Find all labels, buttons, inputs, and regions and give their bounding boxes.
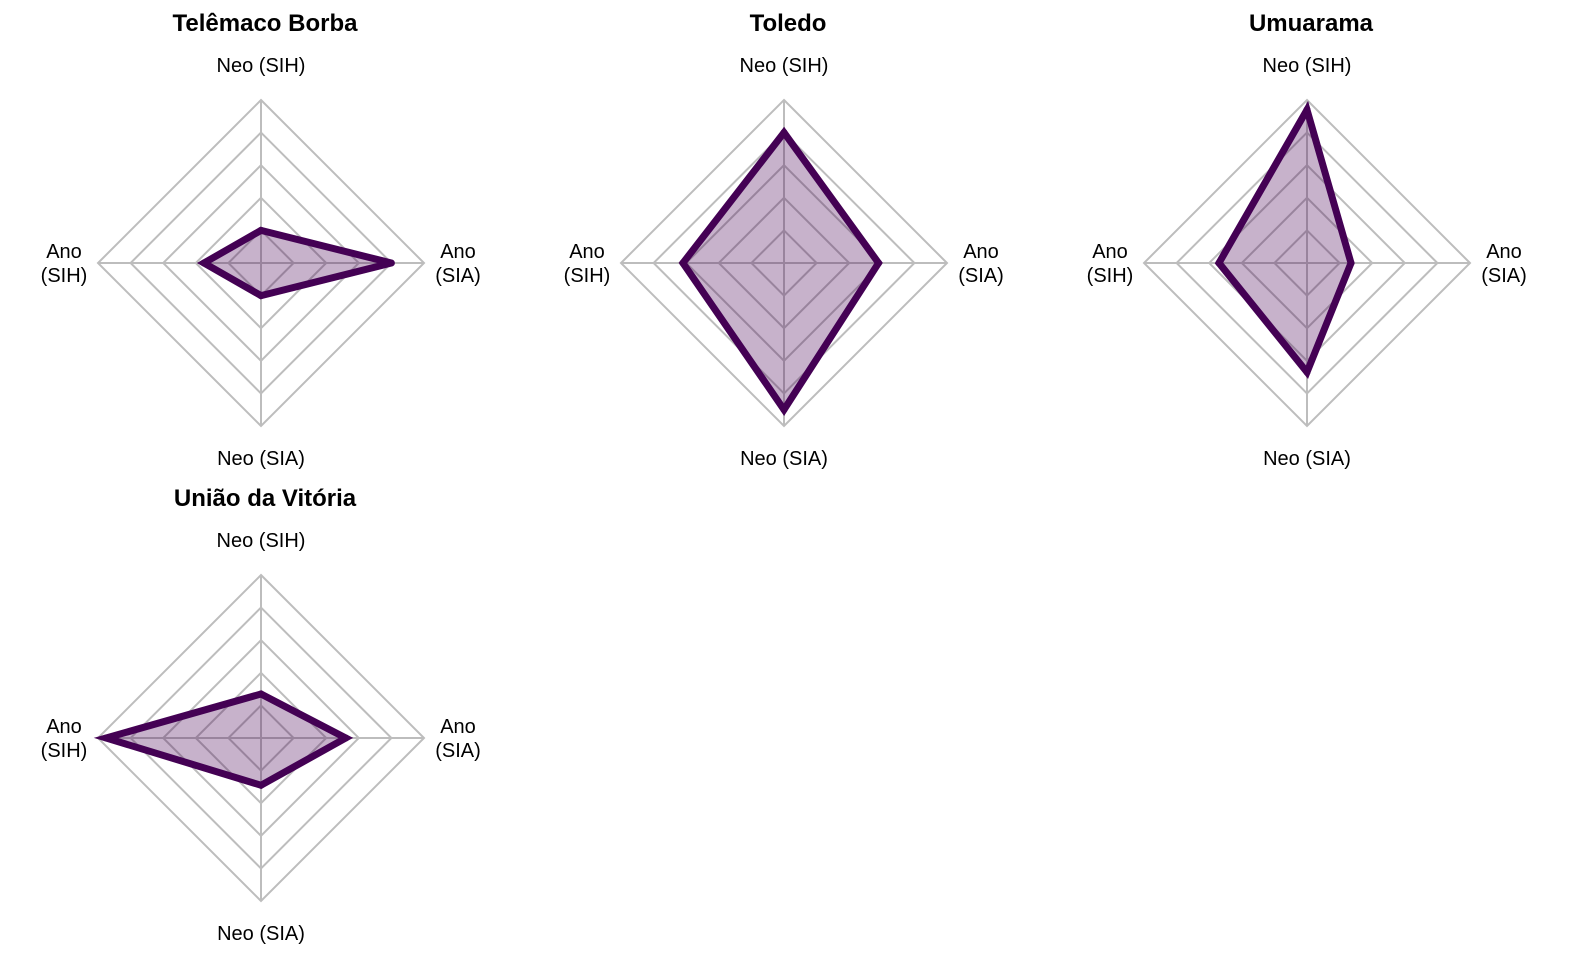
chart-title: Umuarama <box>1248 10 1374 37</box>
axis-label-line: Neo (SIH) <box>1263 55 1352 77</box>
axis-label: Ano (SIH) <box>564 241 611 287</box>
axis-label: Ano (SIH) <box>41 241 88 287</box>
axis-label: Ano (SIA) <box>435 241 481 287</box>
radar-chart: Neo (SIH)Ano (SIA)Neo (SIA)Ano (SIH) <box>41 55 481 470</box>
axis-label-line: Neo (SIA) <box>217 448 305 470</box>
data-point <box>1303 106 1311 114</box>
data-point <box>102 734 110 742</box>
axis-label: Neo (SIH) <box>740 55 829 77</box>
axis-label-line: Ano <box>1092 241 1128 263</box>
data-point <box>875 259 883 267</box>
data-point <box>780 406 788 414</box>
axis-label-line: Neo (SIH) <box>217 530 306 552</box>
data-series-polygon <box>196 226 393 300</box>
radar-chart: Neo (SIH)Ano (SIA)Neo (SIA)Ano (SIH) <box>564 55 1004 470</box>
axis-label: Ano (SIH) <box>41 716 88 762</box>
axis-label: Ano (SIA) <box>435 716 481 762</box>
data-series-polygon <box>678 126 883 417</box>
axis-label-line: Neo (SIH) <box>740 55 829 77</box>
radar-chart: Neo (SIH)Ano (SIA)Neo (SIA)Ano (SIH) <box>41 530 481 945</box>
axis-label-line: Neo (SIA) <box>740 448 828 470</box>
chart-title: Toledo <box>749 10 827 37</box>
axis-label-line: Neo (SIH) <box>217 55 306 77</box>
data-point <box>257 226 265 234</box>
axis-label-line: (SIA) <box>435 740 481 762</box>
data-point <box>200 259 208 267</box>
axis-label-line: (SIA) <box>435 265 481 287</box>
data-point <box>679 259 687 267</box>
axis-label-line: (SIA) <box>958 265 1004 287</box>
axis-label: Neo (SIH) <box>217 530 306 552</box>
data-point <box>780 129 788 137</box>
data-point <box>257 292 265 300</box>
data-point <box>342 734 350 742</box>
chart-title: Telêmaco Borba <box>172 10 358 37</box>
data-series-polygon <box>93 690 354 790</box>
data-point <box>387 259 395 267</box>
axis-label: Ano (SIH) <box>1087 241 1134 287</box>
axis-label-line: Ano <box>440 716 476 738</box>
axis-label: Neo (SIA) <box>1263 448 1351 470</box>
axis-label: Neo (SIA) <box>217 923 305 945</box>
radar-panel-toledo: Toledo Neo (SIH) Ano (SIA) Neo (SIA) Ano (SIH… <box>523 0 1053 480</box>
axis-label-line: Ano <box>1486 241 1522 263</box>
radar-panel-telemaco-borba: Telêmaco Borba Neo (SIH) Ano (SIA) Neo (SIA… <box>0 0 530 480</box>
radar-panel-uniao-da-vitoria: União da Vitória Neo (SIH) Ano (SIA) Neo (S… <box>0 475 530 955</box>
radar-chart: Neo (SIH)Ano (SIA)Neo (SIA)Ano (SIH) <box>1087 55 1527 470</box>
axis-label-line: Ano <box>963 241 999 263</box>
axis-label-line: (SIH) <box>1087 265 1134 287</box>
data-point <box>257 781 265 789</box>
axis-label: Ano (SIA) <box>1481 241 1527 287</box>
axis-label-line: Ano <box>46 716 82 738</box>
data-series-polygon <box>1214 100 1355 380</box>
axis-label-line: (SIA) <box>1481 265 1527 287</box>
axis-label-line: Ano <box>46 241 82 263</box>
axis-label: Neo (SIH) <box>1263 55 1352 77</box>
data-point <box>1347 259 1355 267</box>
data-point <box>1303 368 1311 376</box>
axis-label: Ano (SIA) <box>958 241 1004 287</box>
axis-label-line: (SIH) <box>41 265 88 287</box>
radar-panel-umuarama: Umuarama Neo (SIH) Ano (SIA) Neo (SIA) Ano (S… <box>1046 0 1576 480</box>
axis-label-line: (SIH) <box>564 265 611 287</box>
chart-title: União da Vitória <box>173 485 357 512</box>
axis-label-line: Neo (SIA) <box>217 923 305 945</box>
axis-label-line: Neo (SIA) <box>1263 448 1351 470</box>
axis-label: Neo (SIA) <box>217 448 305 470</box>
data-point <box>1215 259 1223 267</box>
axis-label: Neo (SIA) <box>740 448 828 470</box>
axis-label-line: Ano <box>569 241 605 263</box>
axis-label: Neo (SIH) <box>217 55 306 77</box>
axis-label-line: (SIH) <box>41 740 88 762</box>
axis-label-line: Ano <box>440 241 476 263</box>
data-point <box>257 690 265 698</box>
